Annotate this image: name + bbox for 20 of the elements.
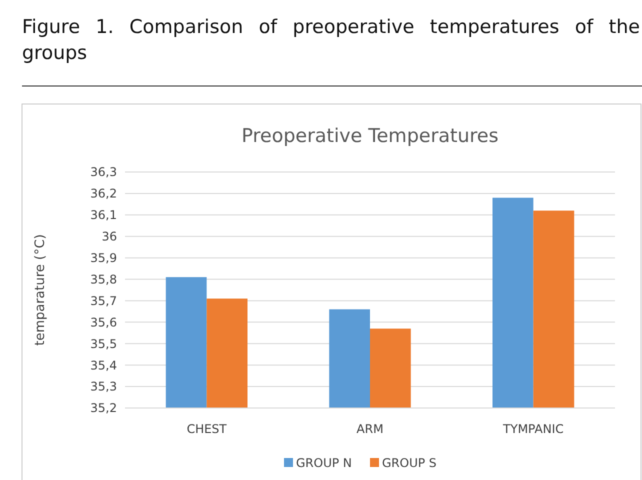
legend-label: GROUP N [296, 456, 352, 470]
y-axis-title: temparature (°C) [33, 234, 48, 346]
caption: Figure 1. Comparison of preoperative temperatures of the groups [22, 15, 640, 66]
y-tick-label: 35,6 [90, 315, 117, 330]
y-tick-label: 35,8 [90, 272, 117, 286]
y-tick-label: 36,2 [90, 186, 117, 201]
x-tick-label: TYMPANIC [502, 422, 564, 436]
y-tick-label: 35,5 [90, 336, 117, 351]
y-tick-label: 35,3 [90, 380, 117, 394]
chart-title: Preoperative Temperatures [242, 125, 498, 147]
y-tick-label: 36 [102, 230, 117, 244]
x-tick-label: ARM [356, 422, 384, 436]
y-tick-label: 35,4 [90, 358, 117, 372]
y-tick-label: 35,9 [90, 251, 117, 266]
y-tick-label: 35,7 [90, 294, 117, 308]
y-tick-label: 36,3 [90, 165, 117, 180]
y-tick-label: 36,1 [90, 208, 117, 222]
legend-label: GROUP S [382, 456, 437, 470]
y-tick-label: 35,2 [90, 401, 117, 416]
x-tick-label: CHEST [186, 422, 228, 436]
